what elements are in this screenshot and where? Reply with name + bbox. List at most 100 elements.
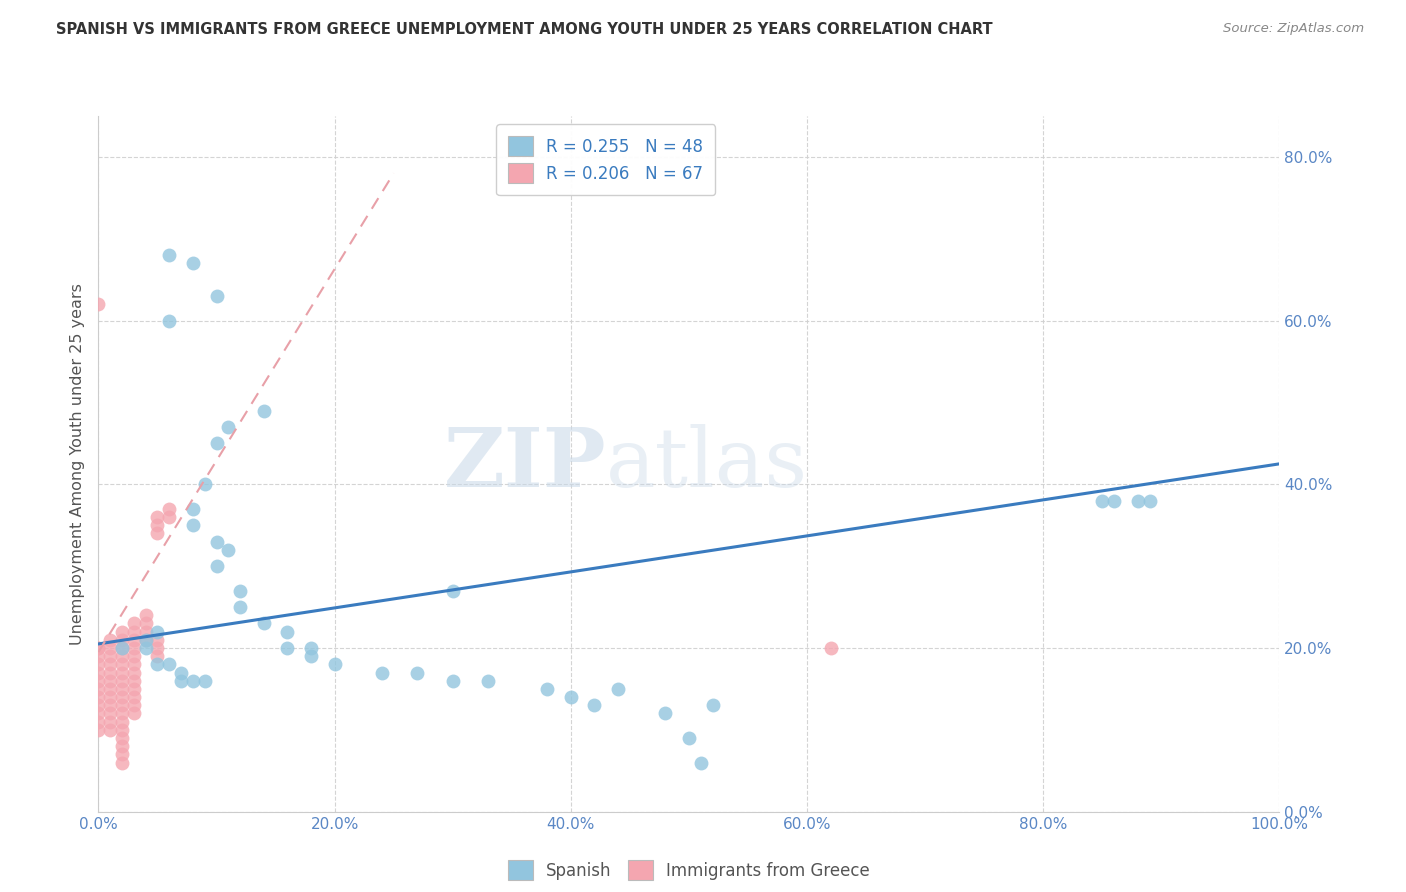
Point — [229, 600, 252, 615]
Point — [87, 649, 110, 664]
Point — [157, 313, 180, 327]
Point — [122, 657, 145, 672]
Point — [87, 673, 110, 688]
Point — [87, 665, 110, 680]
Point — [181, 501, 204, 516]
Point — [253, 616, 276, 631]
Point — [98, 706, 121, 721]
Point — [87, 681, 110, 696]
Point — [205, 289, 228, 303]
Point — [146, 649, 169, 664]
Point — [146, 510, 169, 524]
Point — [122, 640, 145, 655]
Point — [194, 673, 217, 688]
Point — [111, 756, 134, 770]
Text: atlas: atlas — [606, 424, 808, 504]
Point — [205, 436, 228, 450]
Point — [87, 706, 110, 721]
Point — [299, 649, 322, 664]
Point — [157, 510, 180, 524]
Point — [1091, 493, 1114, 508]
Point — [111, 673, 134, 688]
Point — [276, 624, 298, 639]
Point — [87, 640, 110, 655]
Point — [87, 714, 110, 729]
Point — [98, 640, 121, 655]
Point — [87, 640, 110, 655]
Point — [98, 673, 121, 688]
Point — [477, 673, 499, 688]
Point — [111, 714, 134, 729]
Text: SPANISH VS IMMIGRANTS FROM GREECE UNEMPLOYMENT AMONG YOUTH UNDER 25 YEARS CORREL: SPANISH VS IMMIGRANTS FROM GREECE UNEMPL… — [56, 22, 993, 37]
Point — [122, 673, 145, 688]
Text: Source: ZipAtlas.com: Source: ZipAtlas.com — [1223, 22, 1364, 36]
Point — [111, 649, 134, 664]
Point — [122, 649, 145, 664]
Point — [98, 681, 121, 696]
Point — [122, 632, 145, 647]
Point — [111, 657, 134, 672]
Point — [135, 608, 157, 623]
Point — [205, 534, 228, 549]
Point — [1126, 493, 1149, 508]
Point — [607, 681, 630, 696]
Point — [98, 690, 121, 705]
Point — [111, 665, 134, 680]
Point — [87, 297, 110, 311]
Point — [135, 616, 157, 631]
Point — [678, 731, 700, 745]
Point — [194, 477, 217, 491]
Y-axis label: Unemployment Among Youth under 25 years: Unemployment Among Youth under 25 years — [69, 283, 84, 645]
Point — [111, 624, 134, 639]
Point — [111, 640, 134, 655]
Point — [146, 526, 169, 541]
Point — [98, 665, 121, 680]
Point — [87, 723, 110, 737]
Point — [122, 698, 145, 713]
Point — [122, 690, 145, 705]
Point — [146, 640, 169, 655]
Point — [146, 657, 169, 672]
Point — [122, 681, 145, 696]
Point — [87, 657, 110, 672]
Point — [122, 616, 145, 631]
Point — [98, 698, 121, 713]
Point — [560, 690, 582, 705]
Point — [98, 657, 121, 672]
Point — [583, 698, 606, 713]
Point — [441, 583, 464, 598]
Point — [1102, 493, 1125, 508]
Point — [181, 673, 204, 688]
Point — [135, 624, 157, 639]
Point — [111, 739, 134, 754]
Point — [111, 731, 134, 745]
Point — [170, 665, 193, 680]
Point — [98, 649, 121, 664]
Point — [135, 640, 157, 655]
Point — [371, 665, 394, 680]
Point — [323, 657, 346, 672]
Point — [146, 624, 169, 639]
Point — [253, 403, 276, 417]
Point — [98, 723, 121, 737]
Point — [181, 256, 204, 270]
Point — [217, 542, 239, 557]
Point — [181, 518, 204, 533]
Point — [111, 747, 134, 762]
Point — [111, 632, 134, 647]
Point — [217, 420, 239, 434]
Point — [205, 559, 228, 574]
Point — [536, 681, 558, 696]
Point — [122, 665, 145, 680]
Point — [170, 673, 193, 688]
Point — [654, 706, 676, 721]
Point — [135, 632, 157, 647]
Point — [157, 501, 180, 516]
Point — [441, 673, 464, 688]
Point — [146, 518, 169, 533]
Point — [111, 698, 134, 713]
Point — [111, 640, 134, 655]
Point — [157, 657, 180, 672]
Point — [146, 632, 169, 647]
Point — [135, 632, 157, 647]
